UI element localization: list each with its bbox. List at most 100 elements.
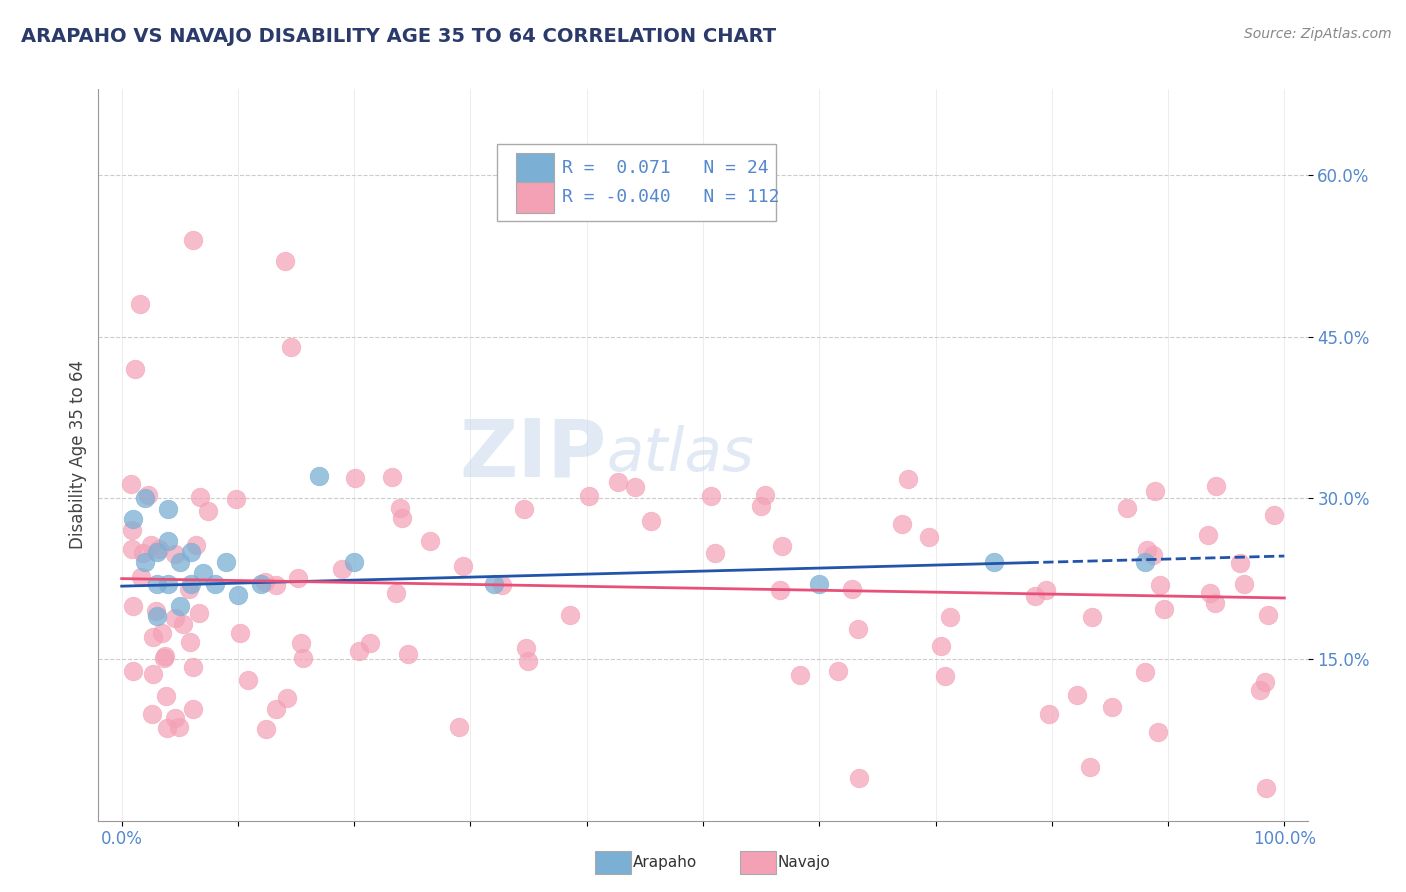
- Point: [141, 707, 163, 722]
- Point: [157, 501, 180, 516]
- Point: [134, 491, 156, 505]
- Point: [891, 517, 914, 532]
- Text: Navajo: Navajo: [778, 855, 831, 870]
- Point: [153, 651, 176, 665]
- Point: [180, 545, 202, 559]
- Point: [197, 504, 219, 518]
- Point: [841, 582, 863, 597]
- Point: [155, 690, 177, 704]
- Point: [918, 529, 941, 543]
- Point: [929, 639, 952, 653]
- Point: [226, 588, 249, 602]
- Point: [134, 556, 156, 570]
- Point: [1081, 610, 1104, 624]
- Point: [1199, 586, 1222, 600]
- Point: [934, 668, 956, 682]
- Point: [163, 611, 186, 625]
- Point: [578, 489, 600, 503]
- Point: [1101, 700, 1123, 714]
- Point: [1038, 706, 1060, 721]
- Point: [122, 664, 145, 678]
- Point: [1233, 577, 1256, 591]
- Point: [343, 556, 366, 570]
- Point: [1024, 589, 1046, 603]
- Point: [1135, 665, 1157, 680]
- Point: [1066, 689, 1088, 703]
- Point: [380, 470, 402, 484]
- Point: [789, 668, 811, 682]
- Point: [391, 511, 413, 525]
- Point: [640, 514, 662, 528]
- Point: [754, 488, 776, 502]
- FancyBboxPatch shape: [498, 144, 776, 221]
- Point: [266, 578, 288, 592]
- Point: [287, 572, 309, 586]
- Point: [770, 539, 793, 553]
- Point: [827, 665, 849, 679]
- Point: [191, 566, 214, 581]
- Point: [983, 556, 1005, 570]
- Point: [1078, 760, 1101, 774]
- Point: [129, 570, 152, 584]
- Point: [128, 297, 150, 311]
- Point: [141, 538, 163, 552]
- Point: [939, 610, 962, 624]
- Point: [120, 477, 142, 491]
- Point: [145, 604, 167, 618]
- Point: [225, 492, 247, 507]
- Point: [169, 599, 191, 613]
- Point: [419, 534, 441, 549]
- Point: [181, 659, 204, 673]
- Point: [769, 582, 792, 597]
- Point: [121, 541, 143, 556]
- Point: [449, 720, 471, 734]
- Point: [167, 720, 190, 734]
- Text: ZIP: ZIP: [458, 416, 606, 494]
- Point: [846, 623, 869, 637]
- Point: [308, 469, 330, 483]
- Point: [1254, 674, 1277, 689]
- Text: R =  0.071   N = 24: R = 0.071 N = 24: [561, 159, 768, 178]
- Text: atlas: atlas: [606, 425, 754, 484]
- Point: [513, 502, 536, 516]
- Point: [624, 480, 647, 494]
- Point: [122, 512, 145, 526]
- Point: [1146, 725, 1168, 739]
- Point: [347, 643, 370, 657]
- Point: [848, 771, 870, 785]
- Point: [491, 577, 513, 591]
- Point: [122, 599, 145, 613]
- Point: [157, 577, 180, 591]
- Point: [1205, 479, 1227, 493]
- Point: [700, 489, 723, 503]
- Point: [290, 636, 312, 650]
- Text: Arapaho: Arapaho: [633, 855, 697, 870]
- Point: [1229, 556, 1251, 570]
- Point: [215, 556, 238, 570]
- Point: [204, 577, 226, 591]
- Point: [148, 542, 170, 557]
- Point: [517, 654, 540, 668]
- Point: [1254, 781, 1277, 796]
- Point: [186, 538, 208, 552]
- Point: [330, 562, 353, 576]
- Point: [254, 575, 277, 590]
- Point: [229, 626, 252, 640]
- Point: [273, 254, 295, 268]
- Point: [451, 558, 474, 573]
- Point: [177, 582, 200, 596]
- Point: [152, 626, 174, 640]
- Point: [165, 711, 187, 725]
- Point: [124, 362, 146, 376]
- Point: [1204, 596, 1226, 610]
- Point: [396, 647, 419, 661]
- Point: [132, 546, 155, 560]
- Point: [138, 488, 160, 502]
- Point: [179, 635, 201, 649]
- Point: [181, 702, 204, 716]
- Point: [359, 636, 381, 650]
- Point: [256, 723, 278, 737]
- Point: [173, 617, 195, 632]
- Point: [180, 577, 202, 591]
- Point: [1144, 484, 1167, 499]
